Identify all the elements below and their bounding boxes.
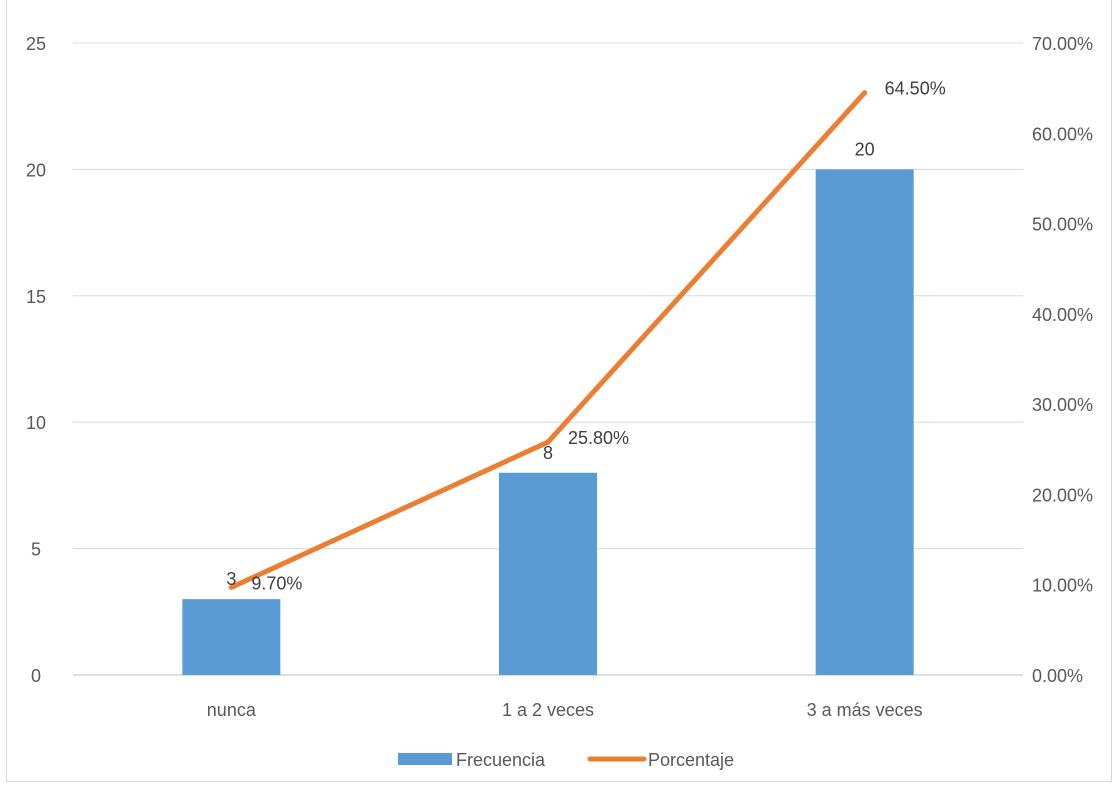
y-right-tick-label: 60.00% [1032, 124, 1093, 144]
y-right-tick-label: 50.00% [1032, 215, 1093, 235]
bar-frecuencia [815, 169, 914, 675]
y-left-tick-label: 20 [26, 160, 46, 180]
bar-data-label: 20 [855, 139, 875, 159]
bar-frecuencia [182, 599, 281, 675]
bar-frecuencia [499, 472, 597, 675]
y-left-tick-label: 25 [26, 34, 46, 54]
bar-data-label: 3 [226, 569, 236, 589]
y-left-tick-label: 10 [26, 413, 46, 433]
line-data-label: 9.70% [251, 573, 302, 593]
x-tick-label: 1 a 2 veces [502, 700, 594, 720]
bar-data-label: 8 [543, 443, 553, 463]
y-left-tick-label: 5 [31, 540, 41, 560]
x-tick-label: nunca [207, 700, 257, 720]
legend-label-porcentaje: Porcentaje [648, 750, 734, 770]
y-right-tick-label: 20.00% [1032, 485, 1093, 505]
y-right-tick-label: 70.00% [1032, 34, 1093, 54]
line-data-label: 64.50% [885, 79, 946, 99]
y-left-tick-label: 0 [31, 666, 41, 686]
y-right-tick-label: 40.00% [1032, 305, 1093, 325]
y-right-tick-label: 0.00% [1032, 666, 1083, 686]
x-tick-label: 3 a más veces [807, 700, 923, 720]
y-right-tick-label: 10.00% [1032, 576, 1093, 596]
line-porcentaje [228, 90, 868, 590]
y-right-tick-label: 30.00% [1032, 395, 1093, 415]
y-left-tick-label: 15 [26, 287, 46, 307]
legend-swatch-frecuencia [398, 753, 452, 765]
legend-label-frecuencia: Frecuencia [456, 750, 546, 770]
line-data-label: 25.80% [568, 428, 629, 448]
